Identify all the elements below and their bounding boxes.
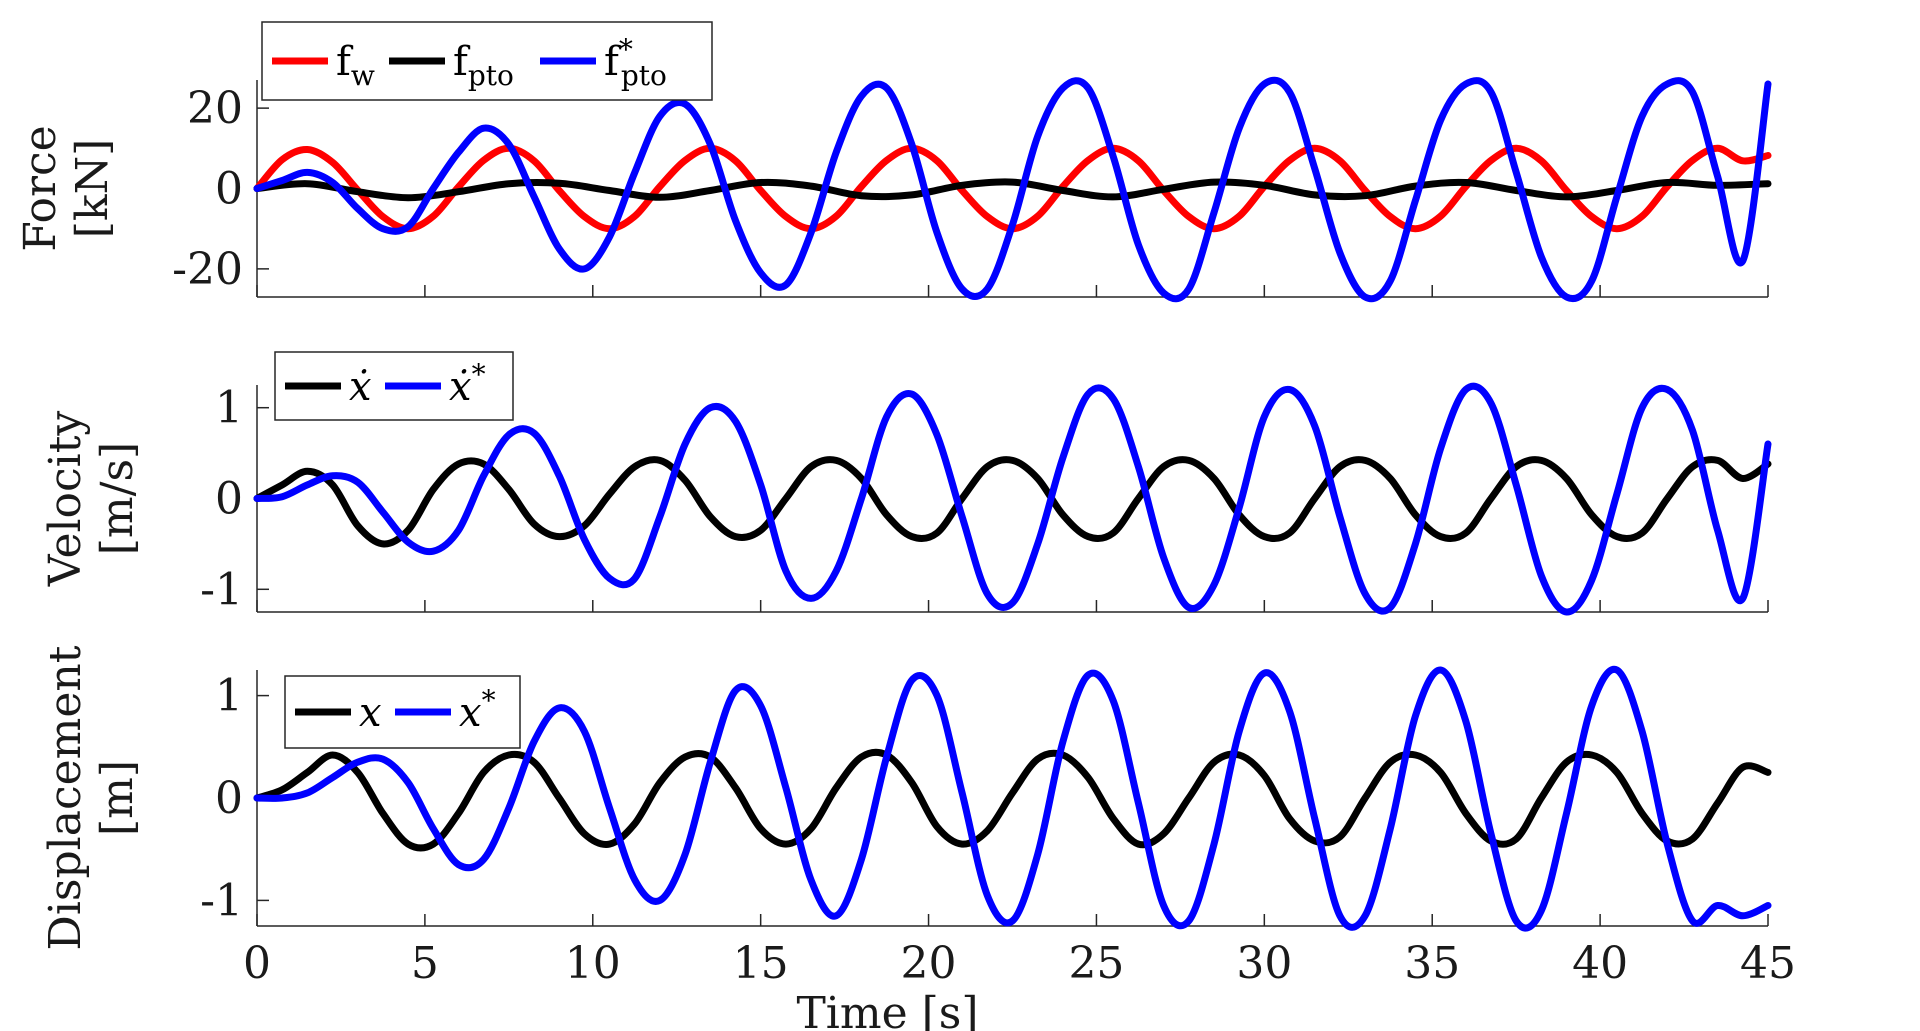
- force-y-tick-label: 0: [215, 164, 243, 215]
- displacement-x-tick-label: 15: [733, 938, 789, 989]
- velocity-series-line: [253, 456, 1772, 548]
- displacement-x-tick-label: 45: [1740, 938, 1796, 989]
- displacement-x-tick-label: 5: [411, 938, 439, 989]
- velocity-legend-entry: ẋ: [349, 364, 372, 410]
- displacement-series-line: [253, 748, 1772, 852]
- force-y-axis-title: Force: [15, 125, 66, 251]
- displacement-x-tick-label: 0: [243, 938, 271, 989]
- displacement-y-tick-label: -1: [200, 875, 243, 926]
- displacement-legend-entry: x: [359, 690, 382, 736]
- force-legend-box: [261, 21, 713, 101]
- force-panel: -20 0 20 Force [kN] fw fpto f* pto: [15, 21, 1772, 303]
- displacement-x-tick-label: 10: [565, 938, 621, 989]
- x-axis-title: Time [s]: [796, 988, 978, 1031]
- velocity-legend: ẋ ẋ*: [274, 351, 514, 421]
- displacement-x-tick-label: 40: [1572, 938, 1628, 989]
- velocity-y-tick-label: 0: [215, 474, 243, 525]
- displacement-x-tick-label: 20: [901, 938, 957, 989]
- displacement-y-tick-label: 0: [215, 773, 243, 824]
- displacement-x-tick-label: 25: [1068, 938, 1124, 989]
- velocity-panel: -1 0 1 Velocity [m/s] ẋ ẋ*: [40, 351, 1772, 616]
- displacement-y-axis-unit: [m]: [92, 760, 143, 836]
- force-y-tick-label: 20: [187, 83, 243, 134]
- force-legend: fw fpto f* pto: [261, 21, 713, 101]
- force-y-axis-unit: [kN]: [67, 139, 118, 239]
- force-series-line: [253, 178, 1772, 202]
- velocity-y-tick-label: 1: [215, 383, 243, 434]
- velocity-y-tick-label: -1: [200, 564, 243, 615]
- displacement-x-tick-label: 35: [1404, 938, 1460, 989]
- displacement-y-axis-title: Displacement: [40, 645, 91, 950]
- displacement-x-tick-label: 30: [1236, 938, 1292, 989]
- force-series-line: [253, 76, 1772, 303]
- force-legend-entry: f* pto: [604, 33, 667, 92]
- displacement-series-line: [253, 665, 1772, 932]
- velocity-series-line: [253, 382, 1772, 616]
- velocity-y-axis-title: Velocity: [40, 411, 91, 588]
- displacement-legend-entry: x*: [459, 684, 496, 736]
- velocity-y-axis-unit: [m/s]: [92, 442, 143, 555]
- velocity-legend-entry: ẋ*: [449, 358, 486, 410]
- force-legend-entry: fpto: [453, 39, 514, 92]
- force-y-tick-label: -20: [172, 244, 243, 295]
- force-legend-entry: fw: [336, 39, 375, 92]
- displacement-legend: x x*: [284, 675, 521, 749]
- displacement-y-tick-label: 1: [215, 671, 243, 722]
